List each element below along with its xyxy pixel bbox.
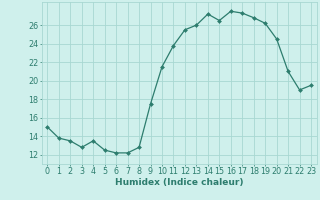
X-axis label: Humidex (Indice chaleur): Humidex (Indice chaleur) xyxy=(115,178,244,187)
